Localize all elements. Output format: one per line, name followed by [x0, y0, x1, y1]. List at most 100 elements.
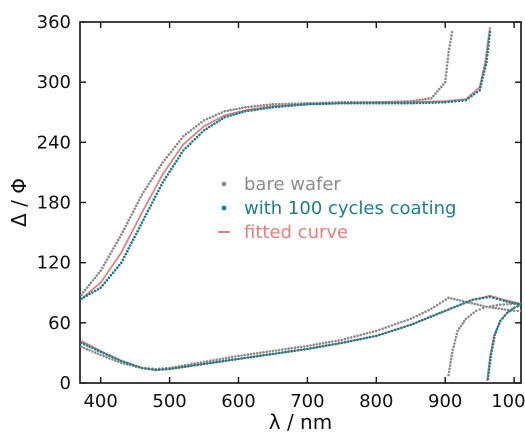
data-point — [168, 170, 171, 173]
data-point — [168, 367, 171, 371]
data-point — [334, 342, 337, 346]
data-point — [157, 368, 161, 372]
data-point — [142, 218, 145, 221]
data-point — [445, 67, 449, 71]
data-point — [246, 353, 250, 356]
data-point — [387, 325, 391, 328]
data-point — [450, 34, 453, 37]
series-fitted-curve-delta — [80, 26, 491, 300]
data-point — [456, 329, 459, 333]
data-point — [102, 354, 105, 358]
data-point — [237, 357, 240, 361]
data-point — [157, 166, 161, 169]
data-point — [516, 305, 519, 308]
data-point — [102, 351, 105, 355]
x-tick-label: 600 — [221, 391, 255, 412]
data-point — [331, 102, 334, 105]
data-point — [487, 368, 491, 371]
data-point — [444, 77, 447, 81]
data-point — [166, 173, 170, 176]
data-point — [182, 149, 185, 152]
data-point — [80, 341, 83, 345]
data-point — [427, 97, 430, 100]
data-point — [149, 204, 153, 207]
data-point — [161, 181, 164, 184]
data-point — [444, 74, 448, 77]
data-point — [117, 358, 120, 361]
data-point — [96, 352, 100, 356]
data-point — [154, 171, 158, 175]
data-point — [208, 116, 212, 119]
data-point — [104, 261, 107, 264]
data-point — [485, 296, 488, 299]
legend-entry: with 100 cycles coating — [221, 198, 456, 219]
data-point — [479, 82, 483, 86]
data-point — [359, 333, 362, 337]
data-point — [359, 337, 362, 341]
data-point — [126, 221, 129, 225]
data-point — [235, 112, 238, 116]
data-point — [487, 44, 490, 47]
data-point — [99, 269, 102, 273]
data-point — [287, 350, 290, 353]
data-point — [312, 102, 316, 106]
data-point — [309, 347, 312, 350]
data-point — [444, 298, 448, 301]
data-point — [249, 352, 253, 356]
legend-label: fitted curve — [244, 222, 348, 243]
data-point — [284, 350, 287, 354]
data-point — [483, 70, 486, 73]
data-point — [324, 341, 328, 344]
data-point — [164, 175, 168, 179]
data-point — [303, 345, 306, 348]
data-point — [277, 102, 281, 106]
data-point — [430, 307, 433, 311]
data-point — [421, 311, 424, 315]
data-point — [176, 157, 180, 160]
data-point — [508, 309, 511, 313]
data-point — [450, 100, 454, 103]
data-point — [464, 317, 468, 321]
data-point — [250, 109, 253, 112]
x-tick-label: 700 — [290, 391, 324, 412]
data-point — [220, 111, 224, 114]
data-point — [431, 101, 435, 104]
data-point — [505, 303, 509, 306]
data-point — [123, 362, 126, 366]
data-point — [512, 306, 516, 310]
data-point — [446, 57, 450, 61]
data-point — [461, 322, 464, 325]
data-point — [255, 354, 259, 358]
x-tick-label: 900 — [428, 391, 462, 412]
data-point — [130, 241, 133, 244]
data-point — [126, 361, 129, 365]
data-point — [209, 359, 212, 363]
data-point — [500, 307, 504, 311]
data-point — [458, 299, 462, 302]
data-point — [331, 343, 334, 346]
data-point — [400, 101, 403, 105]
data-point — [368, 101, 372, 105]
series-bare-wafer-psi-low — [447, 302, 521, 377]
data-point — [468, 299, 472, 303]
data-point — [290, 346, 294, 350]
data-point — [303, 348, 306, 351]
data-point — [495, 297, 499, 301]
data-point — [337, 342, 341, 345]
data-point — [346, 340, 350, 343]
data-point — [516, 302, 520, 306]
data-point — [424, 97, 427, 101]
data-point — [487, 374, 490, 378]
data-point — [353, 335, 356, 338]
data-point — [490, 352, 493, 356]
data-point — [495, 328, 499, 331]
data-point — [384, 331, 388, 335]
data-point — [512, 309, 516, 313]
data-point — [287, 347, 290, 350]
data-point — [140, 366, 144, 370]
legend-dot-swatch — [221, 205, 227, 211]
data-point — [493, 333, 497, 337]
data-point — [290, 104, 294, 107]
data-point — [207, 125, 211, 129]
data-point — [82, 342, 86, 346]
